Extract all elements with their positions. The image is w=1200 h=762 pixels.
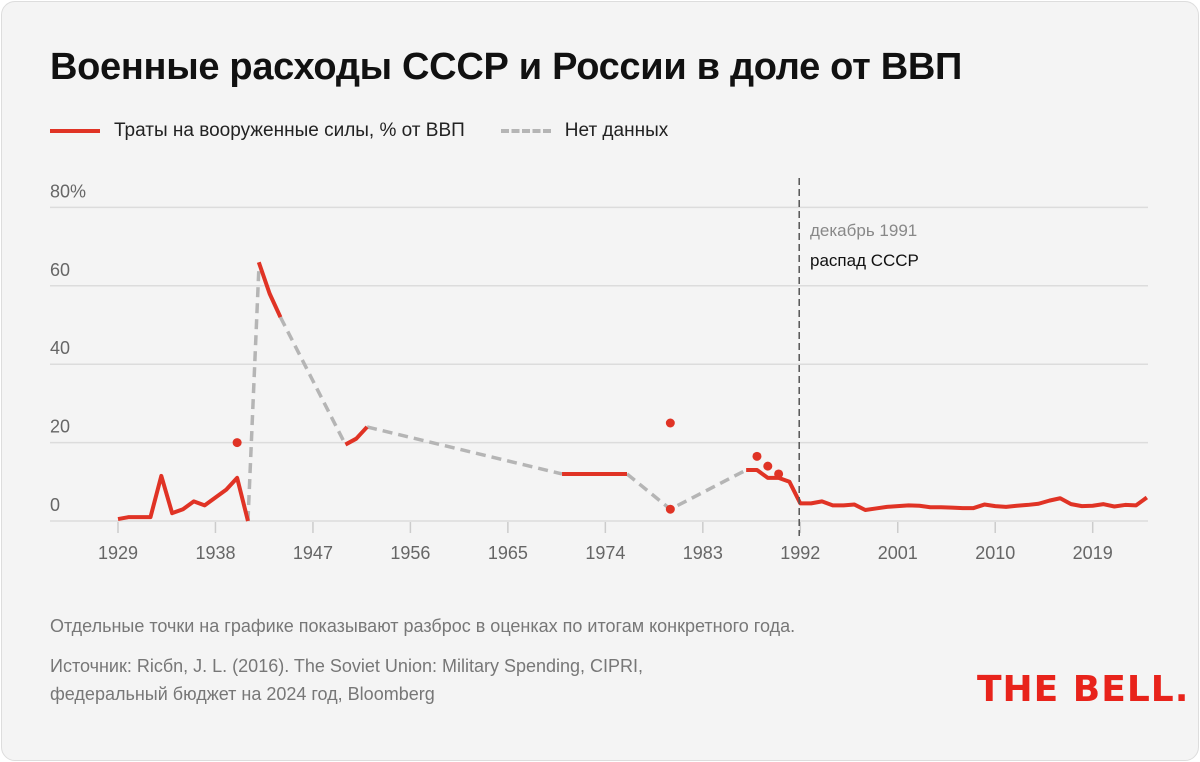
x-tick-label: 1929 xyxy=(98,543,138,563)
series-line-segment xyxy=(117,473,250,522)
estimate-point xyxy=(665,418,675,428)
estimate-point xyxy=(763,461,773,471)
estimate-point xyxy=(752,451,762,461)
legend-item-series: Траты на вооруженные силы, % от ВВП xyxy=(50,120,465,142)
x-tick-label: 1974 xyxy=(585,543,625,563)
footnote: Отдельные точки на графике показывают ра… xyxy=(50,616,796,636)
x-tick-label: 2019 xyxy=(1073,543,1113,563)
series-line-segment xyxy=(256,261,283,318)
legend-label: Нет данных xyxy=(564,120,669,141)
legend-swatch-dashed xyxy=(500,129,551,133)
y-tick-label: 80% xyxy=(50,181,86,201)
x-tick-label: 1983 xyxy=(683,543,723,563)
y-tick-label: 0 xyxy=(50,495,60,515)
chart-title: Военные расходы СССР и России в доле от … xyxy=(50,46,963,88)
estimate-point xyxy=(774,469,784,479)
legend-label: Траты на вооруженные силы, % от ВВП xyxy=(114,120,465,141)
estimate-point xyxy=(232,438,242,448)
legend-item-gap: Нет данных xyxy=(500,120,669,142)
x-tick-label: 1992 xyxy=(780,543,820,563)
y-tick-label: 40 xyxy=(50,338,70,358)
no-data-dashed-line xyxy=(278,316,347,446)
no-data-dashed-line xyxy=(246,270,261,522)
series-line-segment xyxy=(344,425,369,447)
y-tick-label: 60 xyxy=(50,260,70,280)
annotation-date: декабрь 1991 xyxy=(810,221,917,240)
source-line-1: Источник: Ricбn, J. L. (2016). The Sovie… xyxy=(50,656,644,676)
legend: Траты на вооруженные силы, % от ВВП Нет … xyxy=(50,120,704,142)
annotation-event: распад СССР xyxy=(810,251,919,270)
x-tick-label: 1965 xyxy=(488,543,528,563)
series-line-segment xyxy=(746,468,1149,513)
x-tick-label: 1956 xyxy=(390,543,430,563)
estimate-point xyxy=(665,504,675,514)
x-tick-label: 1938 xyxy=(195,543,235,563)
x-tick-label: 1947 xyxy=(293,543,333,563)
no-data-dashed-line xyxy=(366,425,563,476)
x-tick-label: 2010 xyxy=(975,543,1015,563)
the-bell-logo: THE BELL. xyxy=(977,669,1190,710)
y-tick-label: 20 xyxy=(50,417,70,437)
no-data-dashed-line xyxy=(625,468,747,512)
source-line-2: федеральный бюджет на 2024 год, Bloomber… xyxy=(50,684,435,704)
x-tick-label: 2001 xyxy=(878,543,918,563)
legend-swatch-red xyxy=(50,129,100,133)
